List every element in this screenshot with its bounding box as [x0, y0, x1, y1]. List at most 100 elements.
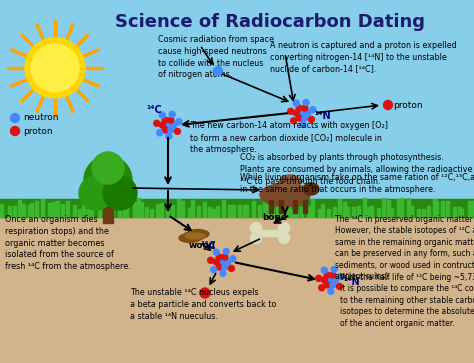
- Bar: [338, 199, 341, 217]
- Bar: [8, 206, 11, 217]
- Bar: [382, 198, 385, 217]
- Circle shape: [324, 282, 330, 288]
- Circle shape: [168, 117, 174, 123]
- Circle shape: [213, 249, 219, 255]
- Bar: [0, 199, 474, 217]
- Bar: [446, 201, 449, 217]
- Text: wood: wood: [189, 241, 216, 250]
- Circle shape: [299, 110, 305, 116]
- Circle shape: [79, 176, 113, 210]
- Bar: [188, 208, 191, 217]
- Circle shape: [213, 66, 222, 76]
- Bar: [73, 205, 76, 217]
- Circle shape: [171, 122, 177, 128]
- Circle shape: [288, 108, 294, 114]
- Bar: [118, 200, 121, 217]
- Bar: [271, 209, 274, 217]
- Ellipse shape: [183, 232, 205, 241]
- Bar: [387, 200, 390, 217]
- Bar: [343, 202, 346, 217]
- Bar: [216, 206, 219, 217]
- Text: With the half life of ¹²C being ~5,730 years,
it is possible to compare the ¹⁴C : With the half life of ¹²C being ~5,730 y…: [340, 273, 474, 328]
- Bar: [133, 202, 136, 217]
- Circle shape: [291, 118, 297, 124]
- Bar: [56, 201, 59, 217]
- Bar: [377, 208, 380, 217]
- Circle shape: [303, 99, 309, 105]
- Bar: [458, 207, 461, 217]
- Circle shape: [220, 270, 226, 276]
- Bar: [293, 200, 297, 213]
- Bar: [258, 205, 261, 217]
- Bar: [363, 198, 366, 217]
- Bar: [232, 205, 235, 217]
- Bar: [472, 201, 474, 217]
- Circle shape: [330, 282, 336, 288]
- Bar: [311, 199, 314, 217]
- Bar: [105, 202, 108, 217]
- Circle shape: [103, 176, 137, 210]
- Bar: [295, 207, 298, 217]
- Bar: [160, 203, 163, 217]
- Ellipse shape: [179, 233, 201, 242]
- Bar: [266, 204, 269, 217]
- Bar: [276, 204, 279, 217]
- Bar: [208, 207, 211, 217]
- Circle shape: [216, 264, 222, 270]
- Bar: [307, 206, 310, 217]
- Ellipse shape: [185, 233, 205, 239]
- Circle shape: [228, 265, 235, 272]
- Text: The unstable ¹⁴C nucleus expels
a beta particle and converts back to
a stable ¹⁴: The unstable ¹⁴C nucleus expels a beta p…: [130, 288, 276, 321]
- Bar: [252, 201, 255, 217]
- Bar: [35, 201, 38, 217]
- Bar: [52, 202, 55, 217]
- Bar: [18, 200, 21, 217]
- Bar: [13, 206, 16, 217]
- Bar: [397, 199, 400, 217]
- Bar: [140, 202, 143, 217]
- Circle shape: [321, 267, 327, 273]
- Bar: [287, 204, 290, 217]
- Circle shape: [302, 105, 308, 111]
- Text: A neutron is captured and a proton is expelled
converting nitrogen-14 [¹⁴N] to t: A neutron is captured and a proton is ex…: [270, 41, 457, 74]
- Text: The ¹⁴C in preserved organic matter decays back to¹⁴N.
However, the stable isoto: The ¹⁴C in preserved organic matter deca…: [335, 215, 474, 281]
- Circle shape: [162, 127, 168, 133]
- Bar: [66, 201, 69, 217]
- Circle shape: [310, 107, 316, 113]
- Bar: [460, 209, 463, 217]
- Bar: [279, 200, 283, 213]
- Circle shape: [154, 120, 160, 126]
- Bar: [166, 205, 169, 217]
- Bar: [370, 206, 373, 217]
- Bar: [333, 207, 336, 217]
- Bar: [280, 206, 283, 217]
- Text: Science of Radiocarbon Dating: Science of Radiocarbon Dating: [115, 13, 425, 31]
- Bar: [137, 198, 140, 217]
- Circle shape: [383, 101, 392, 110]
- Circle shape: [331, 266, 337, 272]
- Circle shape: [223, 248, 229, 254]
- Bar: [300, 207, 303, 217]
- Bar: [150, 209, 153, 217]
- Bar: [417, 209, 420, 217]
- Circle shape: [210, 267, 217, 273]
- Bar: [0, 208, 474, 363]
- Bar: [318, 209, 321, 217]
- Text: ¹⁴N: ¹⁴N: [343, 277, 360, 287]
- Circle shape: [338, 274, 344, 280]
- Bar: [30, 203, 33, 217]
- Circle shape: [279, 232, 290, 244]
- Circle shape: [216, 254, 222, 260]
- Circle shape: [31, 44, 79, 92]
- Bar: [453, 207, 456, 217]
- Bar: [222, 200, 225, 217]
- Ellipse shape: [187, 229, 209, 238]
- Bar: [410, 206, 413, 217]
- Bar: [390, 208, 393, 217]
- Bar: [238, 205, 241, 217]
- Bar: [103, 206, 106, 217]
- Text: Once an organism dies
respiration stops) and the
organic matter becomes
isolated: Once an organism dies respiration stops)…: [5, 215, 131, 271]
- Circle shape: [293, 100, 299, 106]
- Circle shape: [293, 110, 299, 116]
- Text: bone: bone: [262, 213, 287, 222]
